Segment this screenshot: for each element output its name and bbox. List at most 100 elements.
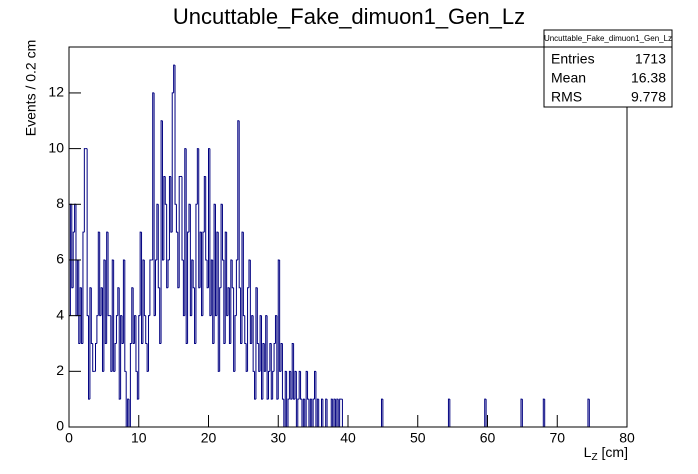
histogram-bin	[221, 204, 224, 261]
histogram-bin	[214, 204, 217, 317]
histogram-bin	[83, 148, 86, 233]
y-tick-label: 2	[56, 362, 64, 378]
histogram-bin	[171, 92, 174, 233]
y-tick-label: 0	[56, 418, 64, 434]
x-tick-label: 70	[549, 430, 565, 446]
histogram-bin	[111, 259, 114, 372]
x-label-unit: [cm]	[602, 444, 628, 460]
histogram-bin	[240, 287, 242, 344]
chart-title: Uncuttable_Fake_dimuon1_Gen_Lz	[173, 4, 525, 29]
histogram-bin	[226, 232, 229, 317]
histogram-bin	[314, 370, 316, 400]
histogram-bin	[206, 259, 209, 289]
histogram-bin	[484, 398, 487, 427]
histogram-bin	[320, 398, 323, 427]
histogram-bin	[305, 370, 308, 427]
y-tick-label: 12	[48, 84, 64, 100]
histogram-bin	[153, 92, 156, 317]
histogram-bin	[135, 315, 138, 372]
x-label-main: L	[584, 444, 592, 460]
histogram-bin	[298, 370, 301, 400]
x-axis-label: LZ [cm]	[584, 444, 628, 463]
x-tick-label: 60	[480, 430, 496, 446]
histogram-bin	[224, 231, 227, 344]
stats-value: 1713	[635, 51, 666, 67]
histogram-bin	[216, 231, 219, 316]
histogram-bin	[156, 203, 159, 260]
histogram-bin	[166, 204, 169, 289]
histogram-bin	[124, 259, 127, 372]
histogram-bin	[182, 259, 185, 317]
histogram-bin	[223, 259, 226, 344]
histogram-bin	[177, 232, 180, 289]
y-tick-label: 4	[56, 306, 64, 322]
histogram-bin	[104, 259, 107, 344]
histogram-bin	[273, 342, 276, 372]
histogram-bin	[220, 203, 223, 288]
histogram-bin	[447, 398, 450, 427]
histogram-bin	[241, 231, 244, 344]
x-tick-label: 30	[270, 430, 286, 446]
histogram-bin	[210, 259, 213, 316]
x-tick-label: 0	[65, 430, 73, 446]
histogram-bin	[234, 315, 237, 372]
histogram-bin	[149, 259, 152, 316]
histogram-bin	[194, 287, 196, 344]
histogram-bin	[198, 148, 201, 289]
x-label-sub: Z	[591, 452, 597, 463]
histogram-bin	[81, 287, 83, 344]
histogram-bin	[103, 259, 106, 372]
y-tick-label: 8	[56, 195, 64, 211]
histogram-bin	[249, 259, 252, 344]
histogram-bin	[178, 175, 181, 288]
histogram-bin	[71, 204, 74, 289]
histogram-bin	[185, 148, 188, 344]
histogram-bin	[181, 176, 184, 261]
histogram-bin	[97, 231, 100, 316]
histogram-bin	[164, 176, 167, 205]
histogram-bin	[212, 259, 215, 344]
histogram-bin	[106, 231, 109, 344]
histogram-bin	[107, 232, 110, 317]
histogram-bin	[132, 287, 135, 344]
y-tick-label: 6	[56, 251, 64, 267]
histogram-bin	[542, 398, 545, 427]
histogram-bin	[78, 259, 81, 344]
histogram-bin	[330, 398, 333, 427]
histogram-bin	[138, 315, 141, 400]
x-tick-label: 20	[201, 430, 217, 446]
histogram-bin	[248, 259, 251, 288]
stats-value: 16.38	[631, 70, 666, 86]
histogram-bin	[115, 315, 118, 344]
histogram-bin	[142, 259, 145, 344]
histogram-bin	[121, 315, 124, 344]
histogram-bin	[141, 232, 143, 344]
histogram-bin	[92, 343, 95, 372]
histogram-bin	[302, 398, 305, 427]
histogram-bin	[247, 287, 249, 372]
histogram-bin	[252, 315, 255, 372]
histogram-bin	[587, 398, 590, 427]
histogram-bin	[288, 370, 291, 400]
histogram-bin	[175, 204, 178, 233]
histogram-bin	[316, 398, 319, 427]
stats-box: Uncuttable_Fake_dimuon1_Gen_Lz Entries 1…	[543, 29, 673, 108]
histogram-bin	[201, 232, 203, 317]
histogram-bin	[307, 371, 309, 400]
x-tick-label: 40	[340, 430, 356, 446]
stats-label: RMS	[551, 89, 582, 105]
x-tick-label: 10	[131, 430, 147, 446]
histogram-bin	[277, 259, 280, 400]
histogram-bin	[339, 398, 342, 427]
histogram-bin	[148, 315, 150, 372]
stats-label: Mean	[551, 70, 586, 86]
histogram-bin	[199, 231, 202, 288]
histogram-bin	[189, 204, 192, 317]
stats-value: 9.778	[631, 89, 666, 105]
y-tick-label: 10	[48, 139, 64, 155]
histogram-bin	[228, 287, 231, 344]
histogram-bin	[520, 398, 523, 427]
histogram-bin	[188, 203, 191, 233]
stats-title: Uncuttable_Fake_dimuon1_Gen_Lz	[544, 34, 672, 43]
stats-border	[543, 29, 673, 108]
